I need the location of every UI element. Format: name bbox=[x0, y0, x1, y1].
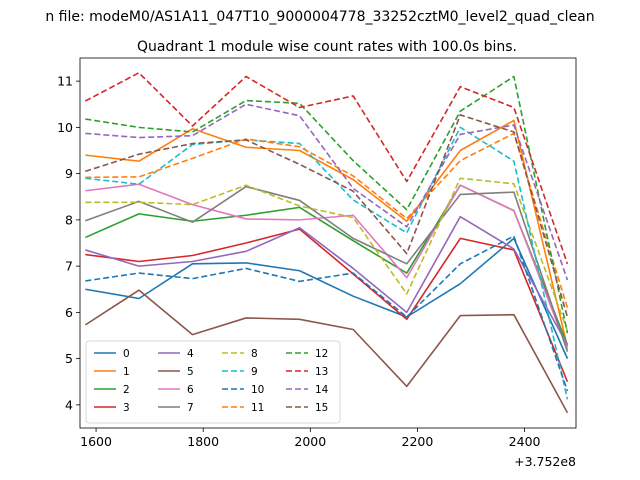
series-line-8 bbox=[85, 177, 569, 332]
legend-box bbox=[85, 340, 341, 424]
y-tick-label-5: 9 bbox=[65, 166, 73, 181]
legend-label-12: 12 bbox=[315, 348, 328, 360]
y-tick-label-6: 10 bbox=[57, 120, 73, 135]
x-tick-label-0: 1600 bbox=[80, 434, 112, 449]
legend-label-1: 1 bbox=[123, 366, 130, 378]
x-tick-label-3: 2200 bbox=[402, 434, 434, 449]
series-line-4 bbox=[85, 215, 569, 346]
legend-label-15: 15 bbox=[315, 402, 328, 414]
legend-label-11: 11 bbox=[251, 402, 264, 414]
series-line-6 bbox=[85, 183, 569, 350]
series-layer bbox=[84, 72, 569, 414]
x-tick-label-1: 1800 bbox=[187, 434, 219, 449]
legend-label-2: 2 bbox=[123, 384, 130, 396]
y-tick-label-2: 6 bbox=[65, 305, 73, 320]
chart-title: Quadrant 1 module wise count rates with … bbox=[137, 39, 517, 55]
legend-label-10: 10 bbox=[251, 384, 264, 396]
series-line-0 bbox=[85, 237, 569, 359]
legend-label-14: 14 bbox=[315, 384, 329, 396]
x-axis: 1600 1800 2000 2200 2400 bbox=[80, 428, 541, 449]
x-tick-label-4: 2400 bbox=[509, 434, 541, 449]
series-line-1 bbox=[85, 119, 569, 348]
series-line-15 bbox=[85, 114, 569, 318]
x-tick-label-2: 2000 bbox=[294, 434, 326, 449]
legend-label-13: 13 bbox=[315, 366, 328, 378]
series-line-10 bbox=[85, 235, 569, 392]
series-line-11 bbox=[85, 132, 569, 308]
legend-label-8: 8 bbox=[251, 348, 258, 360]
legend-label-9: 9 bbox=[251, 366, 258, 378]
y-tick-label-0: 4 bbox=[65, 397, 73, 412]
chart-suptitle: n file: modeM0/AS1A11_047T10_9000004778_… bbox=[45, 9, 594, 25]
legend-label-3: 3 bbox=[123, 402, 130, 414]
legend-label-4: 4 bbox=[187, 348, 194, 360]
y-tick-label-3: 7 bbox=[65, 259, 73, 274]
series-line-7 bbox=[85, 185, 569, 352]
legend-label-6: 6 bbox=[187, 384, 194, 396]
legend-label-0: 0 bbox=[123, 348, 130, 360]
series-line-14 bbox=[85, 103, 569, 281]
series-line-9 bbox=[85, 126, 569, 400]
x-offset-label: +3.752e8 bbox=[514, 454, 576, 469]
y-tick-label-4: 8 bbox=[65, 212, 73, 227]
series-line-12 bbox=[85, 75, 569, 334]
y-tick-label-7: 11 bbox=[57, 74, 73, 89]
y-axis: 4 5 6 7 8 9 10 11 bbox=[57, 74, 80, 412]
legend-label-7: 7 bbox=[187, 402, 194, 414]
series-line-5 bbox=[84, 289, 569, 414]
plot-area bbox=[79, 57, 577, 429]
y-tick-label-1: 5 bbox=[65, 351, 73, 366]
series-line-3 bbox=[85, 228, 569, 383]
legend-label-5: 5 bbox=[187, 366, 194, 378]
series-line-13 bbox=[84, 72, 569, 265]
